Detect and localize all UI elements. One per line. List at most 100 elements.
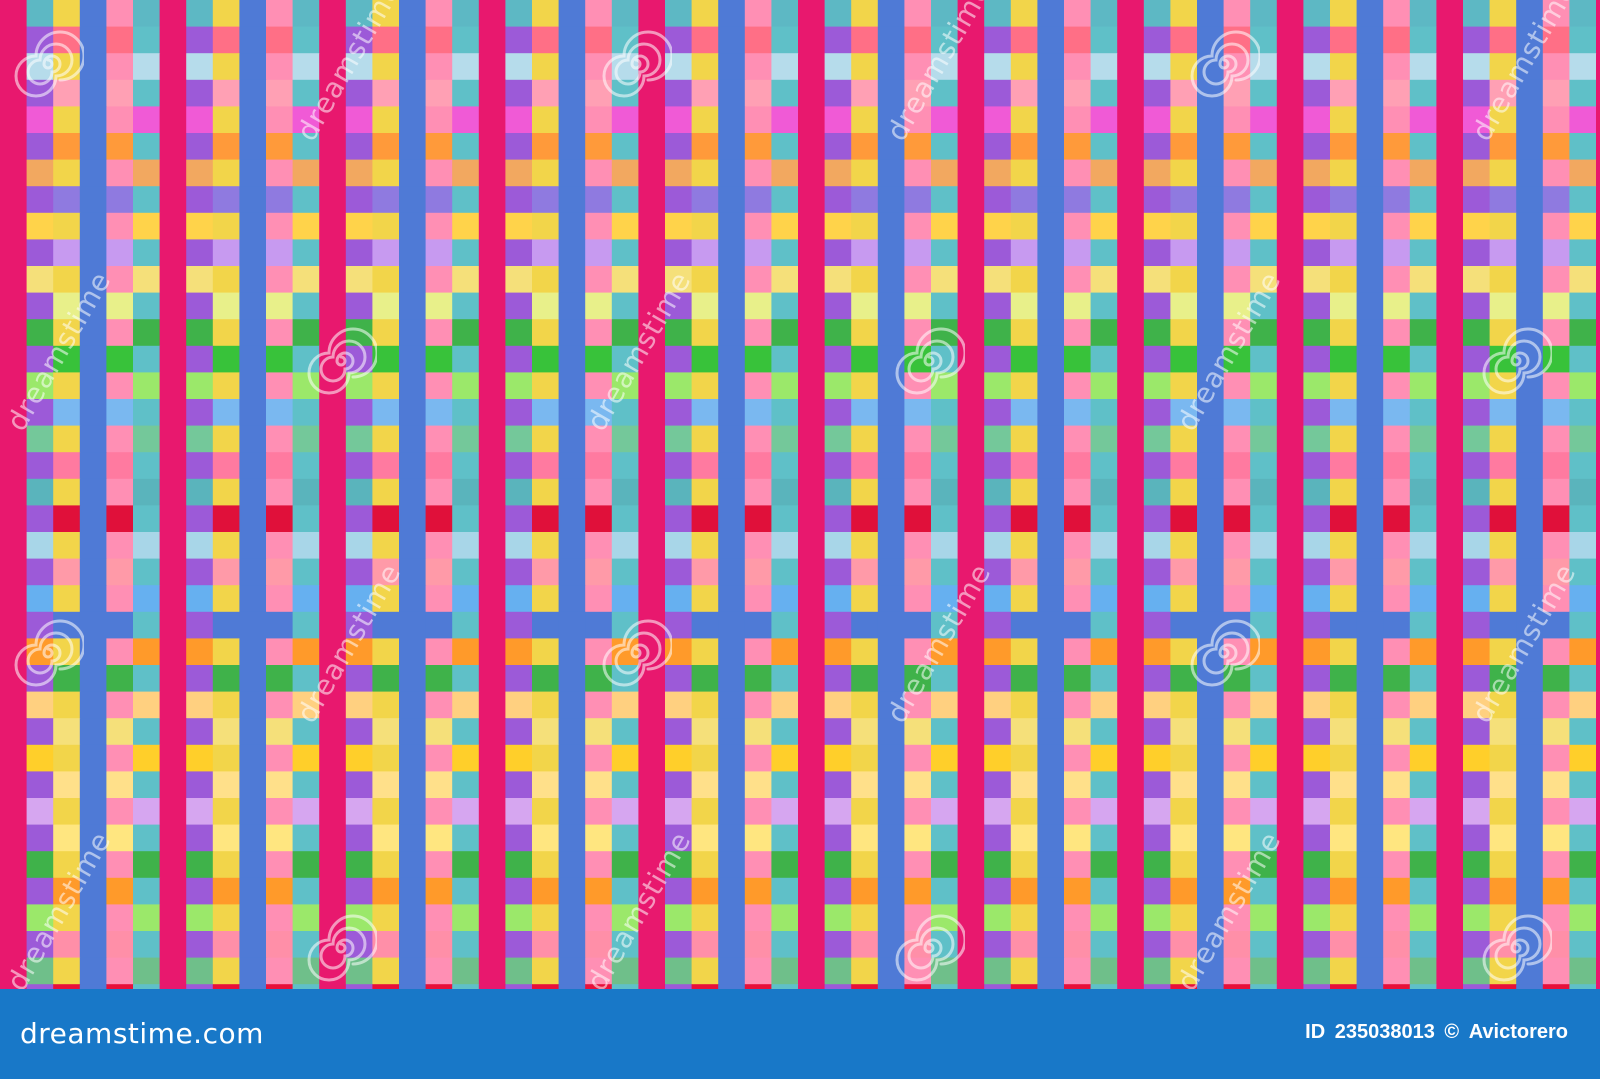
pattern-cell (266, 904, 294, 932)
pattern-cell (1170, 345, 1198, 373)
pattern-cell (1276, 79, 1304, 107)
pattern-cell (319, 425, 347, 453)
pattern-cell (478, 26, 506, 54)
pattern-cell (1170, 212, 1198, 240)
pattern-cell (904, 558, 932, 586)
pattern-cell (904, 771, 932, 799)
pattern-cell (372, 79, 400, 107)
pattern-cell (638, 798, 666, 826)
pattern-cell (1064, 957, 1092, 985)
pattern-cell (611, 133, 639, 161)
pattern-cell (159, 53, 187, 81)
pattern-cell (611, 824, 639, 852)
pattern-cell (26, 239, 54, 267)
pattern-cell (1436, 957, 1464, 985)
pattern-cell (1569, 744, 1597, 772)
pattern-cell (1303, 877, 1331, 905)
pattern-cell (372, 771, 400, 799)
pattern-cell (957, 957, 985, 985)
pattern-cell (585, 345, 613, 373)
pattern-cell (452, 345, 480, 373)
pattern-cell (399, 931, 427, 959)
pattern-cell (1037, 399, 1065, 427)
pattern-cell (931, 292, 959, 320)
pattern-cell (1090, 53, 1118, 81)
pattern-cell (877, 851, 905, 879)
pattern-cell (1569, 106, 1597, 134)
pattern-cell (877, 372, 905, 400)
pattern-cell (691, 79, 719, 107)
pattern-cell (478, 106, 506, 134)
pattern-cell (585, 611, 613, 639)
pattern-cell (292, 505, 320, 533)
pattern-cell (851, 638, 879, 666)
pattern-cell (1489, 372, 1517, 400)
pattern-cell (1330, 877, 1358, 905)
pattern-cell (585, 319, 613, 347)
pattern-cell (798, 798, 826, 826)
pattern-cell (638, 159, 666, 187)
pattern-cell (186, 957, 214, 985)
pattern-cell (372, 53, 400, 81)
pattern-cell (718, 771, 746, 799)
pattern-cell (399, 984, 427, 989)
pattern-cell (1276, 266, 1304, 294)
pattern-cell (292, 984, 320, 989)
footer-brand[interactable]: dreamstime.com (20, 1017, 264, 1050)
pattern-cell (851, 691, 879, 719)
pattern-cell (957, 319, 985, 347)
pattern-cell (1010, 159, 1038, 187)
pattern-cell (1330, 478, 1358, 506)
pattern-cell (26, 877, 54, 905)
pattern-cell (904, 824, 932, 852)
pattern-cell (1143, 851, 1171, 879)
pattern-cell (1170, 798, 1198, 826)
pattern-cell (345, 239, 373, 267)
pattern-cell (1330, 292, 1358, 320)
pattern-cell (478, 877, 506, 905)
pattern-cell (1516, 159, 1544, 187)
pattern-cell (1383, 239, 1411, 267)
pattern-cell (1596, 877, 1600, 905)
pattern-cell (665, 877, 693, 905)
pattern-cell (1330, 133, 1358, 161)
pattern-cell (1223, 239, 1251, 267)
pattern-cell (186, 0, 214, 28)
pattern-cell (1250, 771, 1278, 799)
pattern-cell (1223, 611, 1251, 639)
pattern-cell (1463, 266, 1491, 294)
pattern-cell (1569, 399, 1597, 427)
pattern-cell (345, 771, 373, 799)
pattern-cell (904, 611, 932, 639)
pattern-cell (851, 133, 879, 161)
pattern-cell (0, 824, 28, 852)
pattern-cell (798, 957, 826, 985)
pattern-cell (266, 212, 294, 240)
pattern-cell (159, 319, 187, 347)
pattern-cell (771, 478, 799, 506)
pattern-cell (1143, 931, 1171, 959)
pattern-cell (558, 558, 586, 586)
pattern-cell (1010, 399, 1038, 427)
pattern-cell (718, 425, 746, 453)
pattern-cell (665, 984, 693, 989)
pattern-cell (931, 159, 959, 187)
pattern-cell (186, 691, 214, 719)
pattern-cell (1436, 372, 1464, 400)
pattern-cell (665, 771, 693, 799)
pattern-cell (26, 186, 54, 214)
pattern-cell (665, 239, 693, 267)
pattern-cell (266, 638, 294, 666)
pattern-cell (505, 399, 533, 427)
pattern-cell (505, 452, 533, 480)
pattern-cell (1436, 585, 1464, 613)
pattern-cell (372, 691, 400, 719)
pattern-cell (1489, 585, 1517, 613)
pattern-cell (0, 744, 28, 772)
pattern-cell (1117, 79, 1145, 107)
pattern-cell (292, 186, 320, 214)
pattern-cell (79, 372, 107, 400)
pattern-cell (1596, 452, 1600, 480)
pattern-cell (665, 851, 693, 879)
pattern-cell (319, 186, 347, 214)
